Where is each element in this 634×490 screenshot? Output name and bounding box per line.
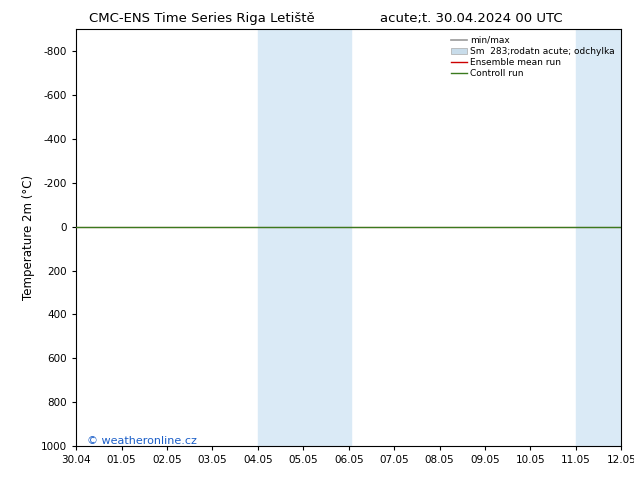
Bar <box>258 29 351 446</box>
Text: © weatheronline.cz: © weatheronline.cz <box>87 436 197 446</box>
Y-axis label: Temperature 2m (°C): Temperature 2m (°C) <box>22 175 36 300</box>
Text: acute;t. 30.04.2024 00 UTC: acute;t. 30.04.2024 00 UTC <box>380 12 563 25</box>
Text: CMC-ENS Time Series Riga Letiště: CMC-ENS Time Series Riga Letiště <box>89 12 314 25</box>
Legend: min/max, Sm  283;rodatn acute; odchylka, Ensemble mean run, Controll run: min/max, Sm 283;rodatn acute; odchylka, … <box>449 34 617 80</box>
Bar <box>576 29 634 446</box>
